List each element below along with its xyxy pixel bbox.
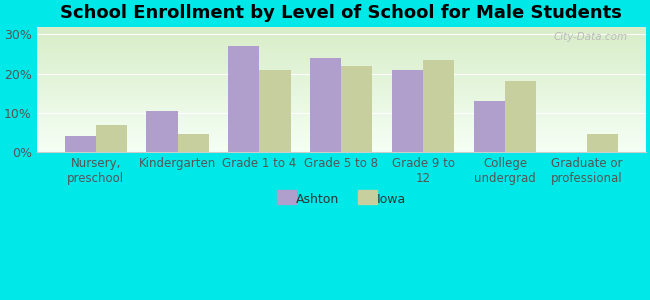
Bar (341, 66, 372, 152)
Legend: Ashton, Iowa: Ashton, Iowa (272, 188, 411, 211)
Bar (177, 134, 209, 152)
Bar (228, 46, 259, 152)
Bar (146, 111, 177, 152)
Bar (310, 58, 341, 152)
Bar (587, 134, 618, 152)
Title: School Enrollment by Level of School for Male Students: School Enrollment by Level of School for… (60, 4, 622, 22)
Bar (423, 60, 454, 152)
Bar (259, 70, 291, 152)
Text: City-Data.com: City-Data.com (553, 32, 627, 41)
Bar (505, 81, 536, 152)
Bar (64, 136, 96, 152)
Bar (474, 101, 505, 152)
Bar (392, 70, 423, 152)
Bar (96, 124, 127, 152)
